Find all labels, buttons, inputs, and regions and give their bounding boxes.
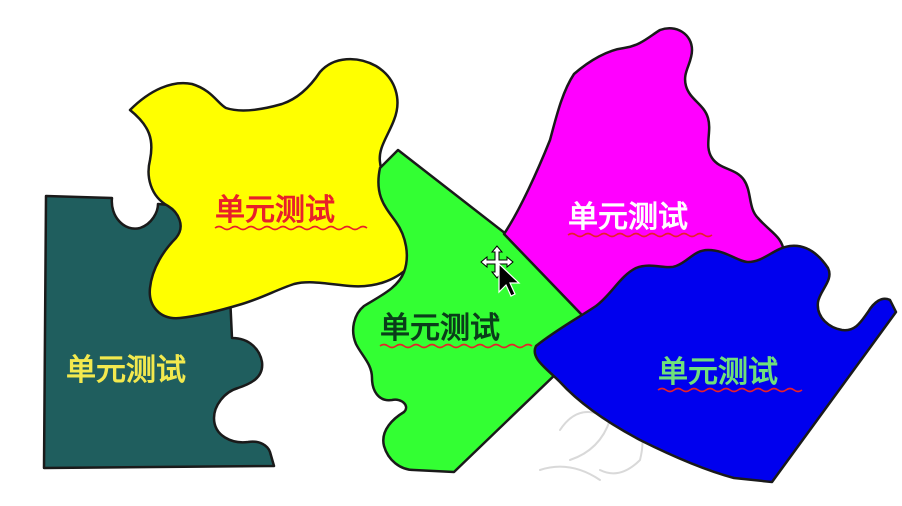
label-group-blue: 单元测试 — [657, 355, 803, 393]
spellcheck-underline — [379, 343, 533, 349]
piece-label-green: 单元测试 — [380, 311, 500, 346]
puzzle-piece-green[interactable] — [352, 148, 616, 474]
piece-label-teal: 单元测试 — [66, 353, 186, 388]
move-cursor-icon — [480, 245, 521, 297]
puzzle-piece-blue[interactable] — [533, 244, 898, 484]
label-group-green: 单元测试 — [379, 311, 533, 349]
spellcheck-underline — [567, 232, 713, 238]
piece-label-blue: 单元测试 — [658, 355, 778, 390]
spellcheck-underline — [214, 225, 368, 231]
piece-label-magenta: 单元测试 — [568, 200, 688, 235]
label-group-teal: 单元测试 — [66, 353, 186, 388]
spellcheck-underline — [657, 387, 803, 393]
piece-label-yellow: 单元测试 — [215, 193, 335, 228]
label-group-yellow: 单元测试 — [214, 193, 368, 231]
label-group-magenta: 单元测试 — [567, 200, 713, 238]
